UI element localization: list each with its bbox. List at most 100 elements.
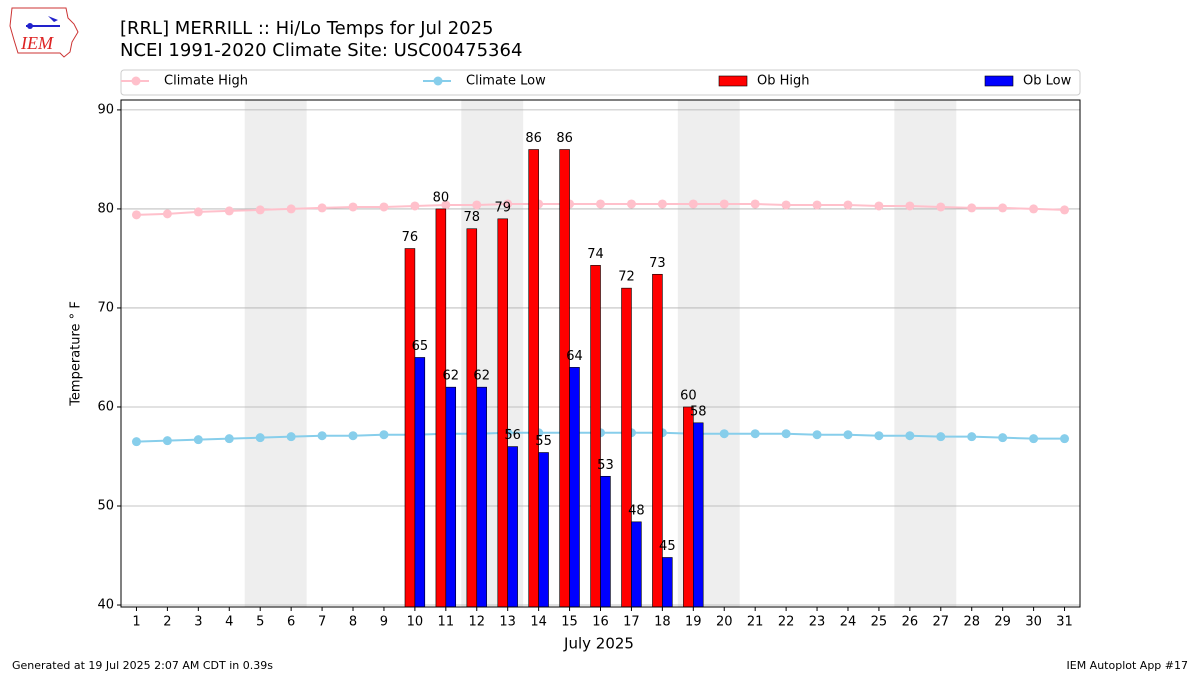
climate-marker	[441, 200, 451, 210]
climate-marker	[317, 431, 327, 441]
bar	[497, 218, 508, 608]
bar	[445, 386, 457, 608]
climate-marker	[503, 199, 513, 209]
climate-marker	[719, 199, 729, 209]
x-tick-label: 10	[407, 615, 424, 630]
legend-label: Ob High	[757, 74, 810, 89]
logo-text: IEM	[20, 33, 54, 53]
x-tick-label: 13	[499, 615, 516, 630]
x-tick-label: 19	[685, 615, 702, 630]
bar-value-label: 45	[659, 539, 676, 554]
climate-marker	[379, 430, 389, 440]
x-tick-label: 29	[994, 615, 1011, 630]
climate-marker	[998, 433, 1008, 443]
bar	[652, 273, 663, 608]
legend-marker	[433, 76, 443, 86]
climate-marker	[843, 200, 853, 210]
x-tick-label: 16	[592, 615, 609, 630]
bar	[600, 475, 611, 608]
bar-value-label: 55	[535, 434, 552, 449]
x-tick-label: 5	[256, 615, 264, 630]
chart-subtitle: NCEI 1991-2020 Climate Site: USC00475364	[120, 40, 522, 61]
x-tick-label: 27	[933, 615, 950, 630]
climate-marker	[657, 199, 667, 209]
x-tick-label: 6	[287, 615, 295, 630]
x-tick-label: 14	[530, 615, 547, 630]
climate-marker	[255, 433, 265, 443]
climate-marker	[193, 435, 203, 445]
climate-marker	[348, 202, 358, 212]
x-tick-label: 23	[809, 615, 826, 630]
climate-marker	[719, 429, 729, 439]
climate-marker	[874, 201, 884, 211]
bar	[569, 367, 580, 608]
bar	[507, 446, 518, 608]
bar-value-label: 48	[628, 503, 645, 518]
bar	[538, 452, 549, 608]
x-tick-label: 18	[654, 615, 671, 630]
climate-marker	[162, 436, 172, 446]
x-tick-label: 24	[840, 615, 857, 630]
bar	[631, 521, 642, 608]
climate-marker	[936, 202, 946, 212]
footer-left: Generated at 19 Jul 2025 2:07 AM CDT in …	[12, 659, 273, 672]
bar	[404, 248, 416, 608]
x-tick-label: 25	[871, 615, 888, 630]
x-tick-label: 3	[194, 615, 202, 630]
climate-marker	[781, 200, 791, 210]
bar-value-label: 86	[525, 131, 542, 146]
bar	[590, 265, 601, 608]
bar	[693, 422, 704, 608]
weekend-shade	[894, 100, 957, 607]
climate-marker	[596, 199, 605, 209]
bar-value-label: 60	[680, 388, 697, 403]
climate-marker	[131, 437, 141, 447]
x-axis-label: July 2025	[563, 635, 634, 653]
climate-marker	[967, 203, 977, 213]
y-tick-label: 80	[97, 201, 114, 216]
legend-label: Climate High	[164, 74, 248, 89]
climate-marker	[812, 200, 822, 210]
bar-value-label: 58	[690, 404, 707, 419]
legend-label: Ob Low	[1023, 74, 1072, 89]
climate-marker	[224, 206, 234, 216]
bar-value-label: 80	[433, 190, 450, 205]
bar-value-label: 53	[597, 458, 614, 473]
bar-value-label: 65	[412, 339, 429, 354]
climate-marker	[626, 199, 636, 209]
x-tick-label: 4	[225, 615, 233, 630]
climate-marker	[348, 431, 358, 441]
x-tick-label: 22	[778, 615, 795, 630]
footer-right: IEM Autoplot App #17	[1067, 659, 1189, 672]
climate-marker	[1029, 434, 1039, 444]
legend-swatch	[984, 75, 1014, 87]
bar	[466, 228, 478, 608]
bar-value-label: 86	[556, 131, 573, 146]
y-axis-label: Temperature ° F	[69, 301, 84, 407]
climate-marker	[967, 432, 977, 442]
logo-dot	[27, 23, 33, 29]
climate-marker	[750, 199, 760, 209]
y-tick-label: 60	[97, 399, 114, 414]
x-tick-label: 8	[349, 615, 357, 630]
legend-marker	[131, 76, 141, 86]
climate-marker	[286, 432, 296, 442]
climate-marker	[998, 203, 1008, 213]
logo-outline	[9, 7, 79, 58]
bar-value-label: 74	[587, 247, 604, 262]
x-tick-label: 20	[716, 615, 733, 630]
bar	[683, 406, 694, 608]
climate-marker	[379, 202, 389, 212]
climate-marker	[1060, 205, 1070, 215]
legend-box	[120, 69, 1081, 96]
legend-swatch	[718, 75, 748, 87]
y-tick-label: 70	[97, 300, 114, 315]
climate-marker	[131, 210, 141, 220]
climate-marker	[410, 201, 420, 211]
x-tick-label: 21	[747, 615, 764, 630]
bar-value-label: 79	[494, 200, 511, 215]
x-tick-label: 2	[163, 615, 171, 630]
climate-marker	[255, 205, 265, 215]
bar-value-label: 73	[649, 256, 666, 271]
